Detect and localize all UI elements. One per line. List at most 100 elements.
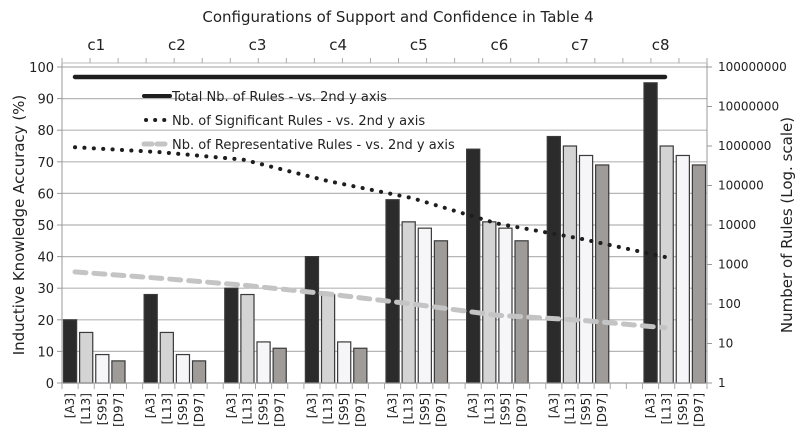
bar <box>256 341 271 384</box>
bar <box>691 164 707 384</box>
x-category-label: [A3] <box>466 393 480 418</box>
x-category-label: [D97] <box>192 393 206 427</box>
y-tick-label: 100 <box>29 61 54 76</box>
config-label: c3 <box>249 36 267 54</box>
bar <box>111 360 126 384</box>
bar <box>433 240 449 384</box>
y-axis-label: Inductive Knowledge Accuracy (%) <box>10 95 28 356</box>
bar <box>385 199 400 384</box>
legend-label: Nb. of Representative Rules - vs. 2nd y … <box>172 138 455 153</box>
x-category-label: [S95] <box>95 393 109 425</box>
y2-tick-label: 1000000 <box>718 139 771 153</box>
axes: 0102030405060708090100110100100010000100… <box>29 58 787 427</box>
y-tick-label: 20 <box>37 314 54 329</box>
y-tick-label: 10 <box>37 345 54 360</box>
x-category-label: [A3] <box>547 393 561 418</box>
bar <box>498 227 513 384</box>
bar <box>466 148 481 384</box>
config-label: c2 <box>168 36 186 54</box>
x-category-label: [A3] <box>63 393 77 418</box>
y2-tick-label: 100000000 <box>718 60 787 74</box>
x-category-label: [S95] <box>257 393 271 425</box>
config-label: c5 <box>410 36 428 54</box>
x-category-label: [S95] <box>176 393 190 425</box>
x-category-label: [L13] <box>240 393 254 424</box>
y-tick-label: 70 <box>37 156 54 171</box>
x-category-label: [S95] <box>498 393 512 425</box>
x-category-label: [S95] <box>337 393 351 425</box>
x-category-label: [D97] <box>515 393 529 427</box>
line-series <box>72 74 668 331</box>
bar <box>546 135 561 384</box>
x-category-label: [S95] <box>676 393 690 425</box>
config-label: c7 <box>571 36 589 54</box>
bar <box>320 293 336 384</box>
bar <box>482 221 497 384</box>
y-tick-label: 30 <box>37 282 54 297</box>
bar <box>175 353 191 384</box>
x-category-label: [L13] <box>482 393 496 424</box>
y2-axis-label: Number of Rules (Log. scale) <box>778 117 796 333</box>
y2-tick-label: 10 <box>718 337 733 351</box>
x-category-label: [L13] <box>160 393 174 424</box>
bar <box>191 360 207 384</box>
y-tick-label: 40 <box>37 251 54 266</box>
y2-tick-label: 10000 <box>718 218 756 232</box>
x-category-label: [D97] <box>353 393 367 427</box>
line-dashed <box>72 269 668 331</box>
bar <box>659 145 674 384</box>
bar <box>272 347 287 384</box>
x-category-label: [A3] <box>305 393 319 418</box>
x-category-label: [A3] <box>644 393 658 418</box>
bar <box>595 164 610 384</box>
y2-tick-label: 100000 <box>718 179 764 193</box>
bar <box>143 293 158 384</box>
y2-tick-label: 10000000 <box>718 100 779 114</box>
x-category-label: [S95] <box>418 393 432 425</box>
x-category-label: [L13] <box>402 393 416 424</box>
bar <box>578 154 594 384</box>
x-category-label: [L13] <box>660 393 674 424</box>
config-label: c6 <box>490 36 508 54</box>
bar <box>337 341 352 384</box>
bar-series <box>62 82 707 384</box>
x-category-label: [A3] <box>386 393 400 418</box>
config-label: c4 <box>329 36 347 54</box>
y2-tick-label: 1000 <box>718 258 749 272</box>
bar <box>304 256 320 384</box>
x-category-label: [D97] <box>595 393 609 427</box>
y-tick-label: 80 <box>37 124 54 139</box>
bar <box>562 145 578 384</box>
x-category-label: [S95] <box>579 393 593 425</box>
chart-title: Configurations of Support and Confidence… <box>202 8 593 26</box>
x-category-label: [L13] <box>321 393 335 424</box>
bar <box>240 293 255 384</box>
y-tick-label: 0 <box>46 377 54 392</box>
legend-label: Nb. of Significant Rules - vs. 2nd y axi… <box>172 114 425 129</box>
x-category-label: [D97] <box>273 393 287 427</box>
bar <box>62 319 78 384</box>
configuration-labels: c1 c2 c3 c4 c5 c6 c7 c8 <box>87 36 669 54</box>
bar <box>353 347 368 384</box>
bar <box>79 331 94 384</box>
x-category-label: [L13] <box>563 393 577 424</box>
x-category-label: [L13] <box>79 393 93 424</box>
x-category-label: [A3] <box>224 393 238 418</box>
bar <box>675 154 690 384</box>
x-category-label: [A3] <box>144 393 158 418</box>
config-label: c8 <box>652 36 670 54</box>
legend-label: Total Nb. of Rules - vs. 2nd y axis <box>171 90 387 105</box>
line-dotted <box>73 145 667 259</box>
y-tick-label: 60 <box>37 187 54 202</box>
bar <box>95 353 110 384</box>
bar <box>159 331 174 384</box>
bar <box>643 82 658 384</box>
x-category-label: [D97] <box>434 393 448 427</box>
y-tick-label: 90 <box>37 93 54 108</box>
y2-tick-label: 1 <box>718 376 726 390</box>
x-category-label: [D97] <box>111 393 125 427</box>
legend: Total Nb. of Rules - vs. 2nd y axis Nb. o… <box>141 90 455 153</box>
x-category-label: [D97] <box>692 393 706 427</box>
